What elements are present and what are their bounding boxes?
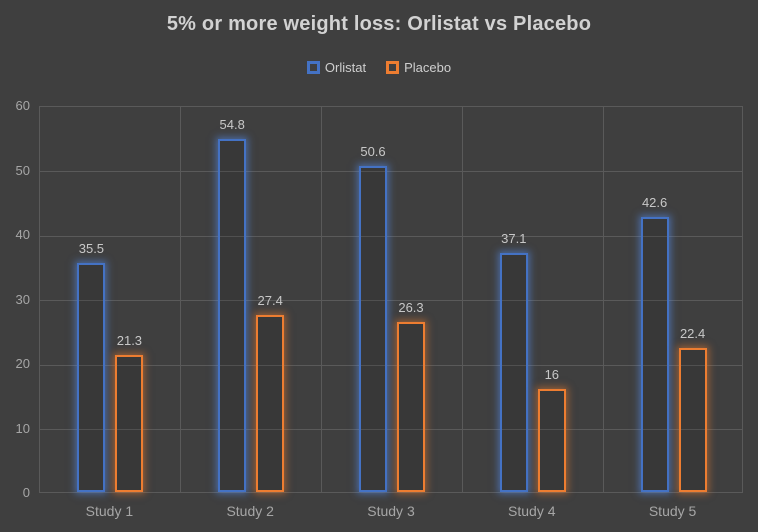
orlistat-bar-5: [640, 217, 669, 492]
gridline-y-50: [40, 171, 742, 172]
placebo-swatch-icon: [386, 61, 400, 74]
y-axis-tick-0: 0: [22, 485, 30, 500]
placebo-value-label-3: 26.3: [398, 300, 424, 316]
y-axis-tick-30: 30: [15, 291, 30, 307]
gridline-y-30: [40, 300, 742, 301]
x-axis-label-3: Study 3: [367, 503, 415, 519]
chart-legend: Orlistat Placebo: [0, 60, 758, 75]
placebo-value-label-1: 21.3: [116, 332, 143, 348]
orlistat-value-label-1: 35.5: [78, 241, 105, 257]
legend-item-orlistat: Orlistat: [306, 60, 367, 75]
orlistat-bar-3: [359, 165, 387, 492]
placebo-bar-2: [256, 315, 285, 492]
legend-item-placebo: Placebo: [386, 60, 451, 75]
y-axis-tick-10: 10: [15, 420, 30, 436]
placebo-bar-3: [397, 322, 425, 492]
legend-label-placebo: Placebo: [404, 60, 452, 75]
gridline-x-3: [461, 107, 463, 492]
x-axis-label-1: Study 1: [85, 503, 134, 519]
chart-title: 5% or more weight loss: Orlistat vs Plac…: [166, 13, 592, 35]
orlistat-bar-1: [77, 263, 106, 492]
gridline-y-40: [40, 235, 742, 237]
placebo-value-label-4: 16: [544, 366, 560, 382]
y-axis-tick-60: 60: [15, 98, 30, 113]
orlistat-swatch-icon: [306, 61, 320, 74]
x-axis-label-4: Study 4: [508, 503, 556, 519]
y-axis-tick-50: 50: [15, 162, 30, 178]
gridline-x-1: [180, 107, 182, 492]
legend-label-orlistat: Orlistat: [324, 60, 367, 75]
orlistat-bar-4: [499, 252, 528, 492]
orlistat-value-label-2: 54.8: [219, 116, 245, 132]
x-axis-label-2: Study 2: [226, 503, 274, 519]
plot-area: 35.5 54.8 50.6 37.1 42.6 21.3 27.4 26.3 16 22.4: [39, 106, 743, 493]
y-axis-tick-40: 40: [15, 227, 30, 242]
placebo-value-label-5: 22.4: [679, 325, 706, 341]
x-axis-label-5: Study 5: [648, 503, 697, 519]
placebo-bar-1: [115, 354, 144, 492]
orlistat-value-label-5: 42.6: [641, 195, 668, 211]
y-axis-tick-20: 20: [15, 356, 30, 371]
orlistat-bar-2: [218, 138, 247, 492]
gridline-y-20: [40, 364, 742, 366]
placebo-value-label-2: 27.4: [257, 293, 283, 309]
gridline-x-2: [321, 107, 323, 492]
placebo-bar-5: [678, 347, 707, 492]
placebo-bar-4: [537, 388, 566, 492]
orlistat-value-label-3: 50.6: [360, 143, 386, 159]
gridline-y-10: [40, 429, 742, 430]
orlistat-value-label-4: 37.1: [501, 230, 527, 246]
gridline-x-4: [602, 107, 604, 492]
